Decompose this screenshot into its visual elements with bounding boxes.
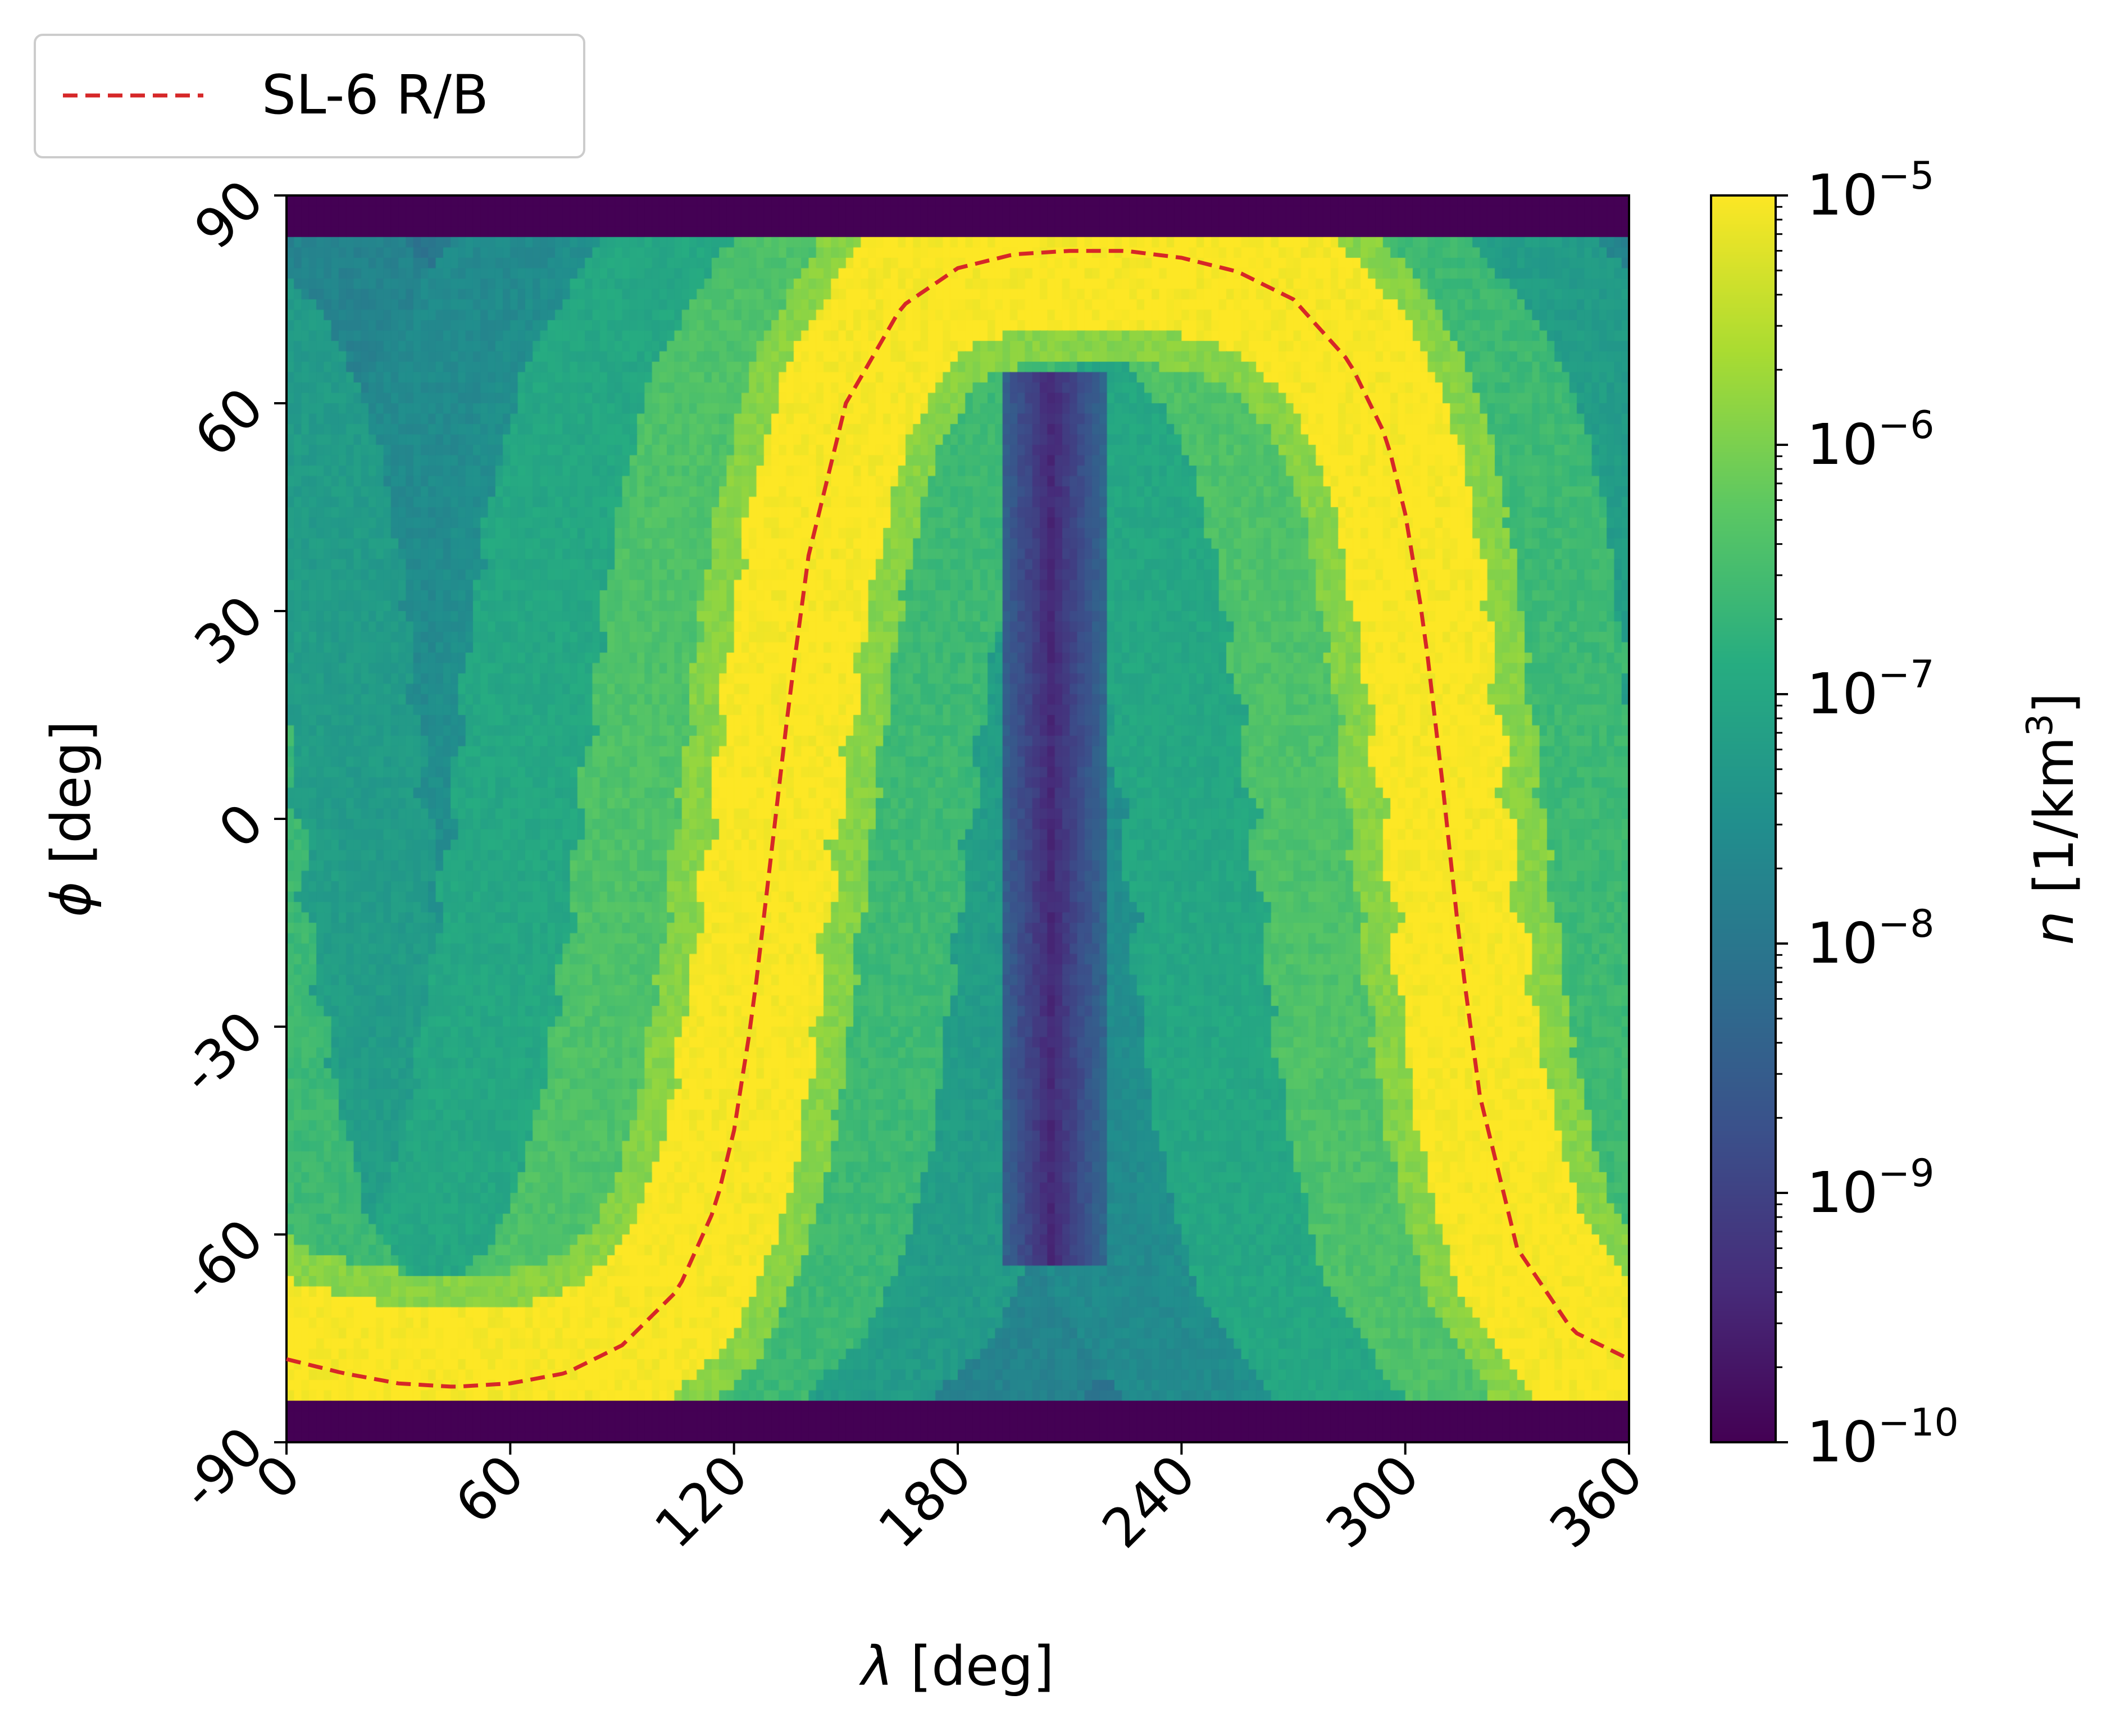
colorbar-tick-label: 10−5: [1807, 154, 1935, 228]
y-tick-label: -60: [169, 1207, 275, 1314]
legend: SL-6 R/B: [34, 34, 585, 158]
legend-box: [34, 34, 585, 158]
series-line-sl6-rb: [286, 249, 1630, 1389]
y-tick-label: 90: [183, 168, 276, 261]
x-tick-label: 120: [643, 1443, 760, 1560]
colorbar-tick-label: 10−7: [1807, 653, 1935, 727]
x-tick-label: 300: [1314, 1443, 1431, 1560]
x-tick-label: 240: [1090, 1443, 1208, 1560]
colorbar-tick-label: 10−10: [1807, 1401, 1959, 1475]
y-tick-label: 0: [207, 791, 275, 860]
y-tick-label: 60: [183, 376, 276, 469]
x-axis-label: λ [deg]: [858, 1635, 1054, 1698]
plot-frame: [285, 194, 1630, 1443]
x-tick-label: 360: [1538, 1443, 1655, 1560]
colorbar-frame: [1710, 194, 1777, 1443]
colorbar-minor-ticks: [1776, 206, 1782, 1368]
y-tick-label: -90: [169, 1415, 275, 1521]
x-tick-label: 180: [867, 1443, 984, 1560]
colorbar-tick-label: 10−9: [1807, 1151, 1935, 1225]
colorbar-label: n [1/km3]: [2019, 692, 2086, 945]
legend-label-sl6-rb: SL-6 R/B: [262, 63, 489, 126]
y-tick-label: -30: [169, 999, 275, 1106]
y-tick-label: 30: [183, 584, 276, 677]
y-axis-label: ϕ [deg]: [40, 721, 103, 917]
x-tick-label: 60: [443, 1443, 536, 1536]
colorbar-tick-label: 10−8: [1807, 902, 1935, 976]
colorbar-tick-label: 10−6: [1807, 403, 1935, 477]
y-axis-ticks: -90 -60 -30 0 30 60 90: [169, 168, 286, 1521]
x-axis-ticks: 0 60 120 180 240 300 360: [244, 1442, 1655, 1560]
colorbar-ticks: 10−5 10−6 10−7 10−8 10−9 10−10: [1776, 154, 1959, 1475]
